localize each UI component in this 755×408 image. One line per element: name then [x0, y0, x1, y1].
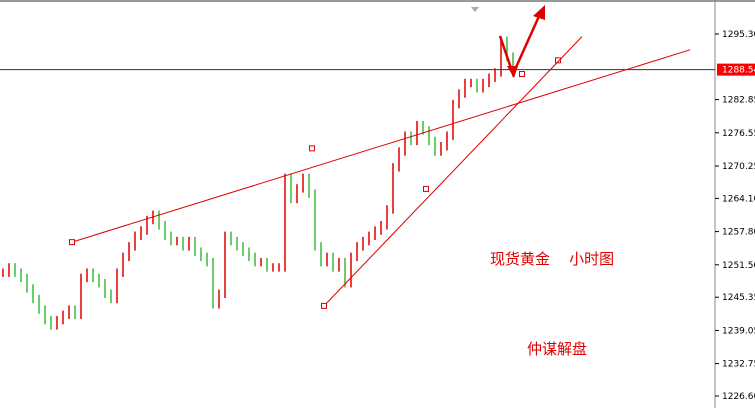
y-tick-label: 1295.30 — [722, 30, 755, 40]
current-price-label: 1288.54 — [722, 66, 755, 76]
y-tick-label: 1239.05 — [722, 326, 755, 336]
y-tick-label: 1282.85 — [722, 96, 755, 106]
y-tick-label: 1245.35 — [722, 293, 755, 303]
y-tick-label: 1251.50 — [722, 261, 755, 271]
trendline-anchor — [555, 57, 561, 64]
y-tick-label: 1276.55 — [722, 129, 755, 139]
arrow-head-icon — [533, 5, 545, 20]
shift-marker-icon — [471, 7, 479, 12]
trendline — [323, 36, 583, 307]
direction-arrow — [498, 13, 542, 78]
chart-title: 现货黄金 小时图 — [490, 250, 615, 268]
y-tick-label: 1226.60 — [722, 392, 755, 402]
trendline — [71, 49, 691, 243]
y-tick-label: 1264.10 — [722, 194, 755, 204]
author-label: 仲谋解盘 — [527, 340, 588, 358]
trendline-anchor — [321, 302, 327, 309]
y-tick-label: 1232.75 — [722, 360, 755, 370]
trendline-anchor — [423, 185, 429, 192]
trendline-anchor — [69, 239, 75, 246]
arrow-head-down-icon — [507, 66, 518, 78]
top-border — [0, 0, 755, 2]
trendline-anchor — [519, 71, 525, 78]
y-tick-label: 1257.80 — [722, 228, 755, 238]
trendline-anchor — [309, 145, 315, 152]
current-price-badge — [717, 63, 755, 76]
y-tick-label: 1270.25 — [722, 162, 755, 172]
